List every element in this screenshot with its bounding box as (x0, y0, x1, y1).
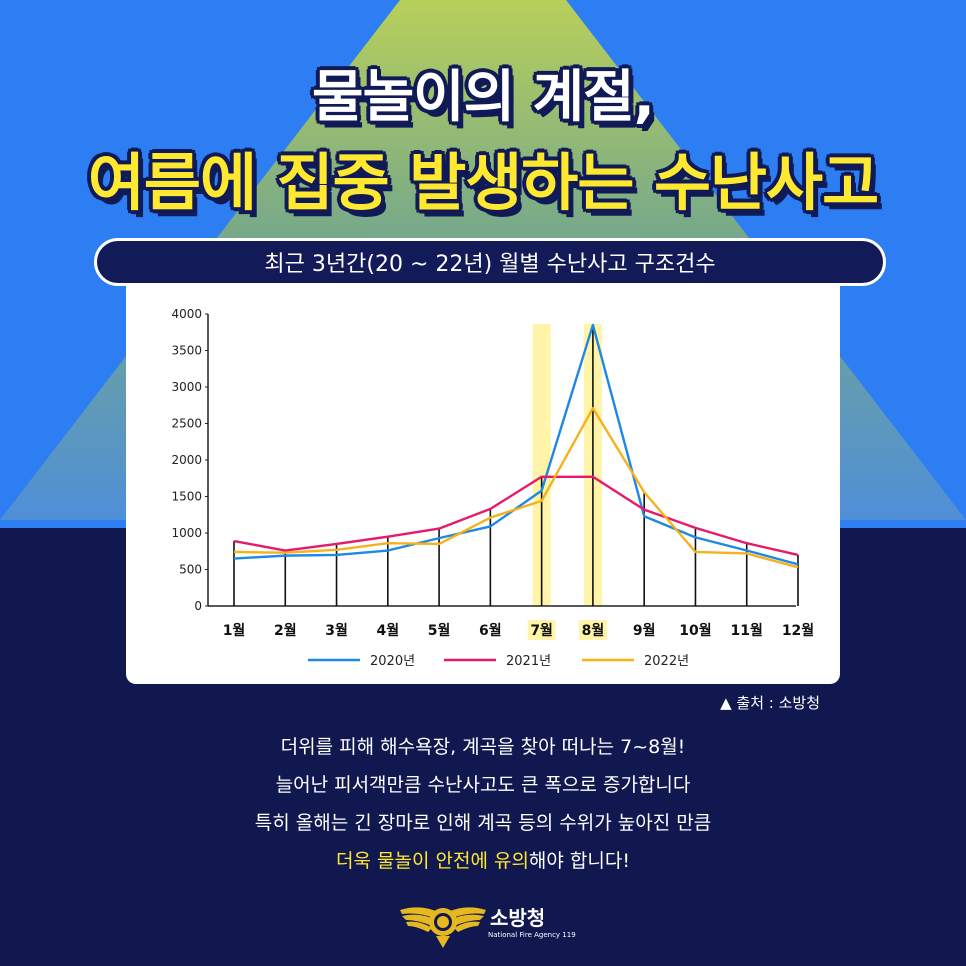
chart-card (126, 262, 840, 684)
x-tick-label: 6월 (479, 622, 502, 639)
x-label-highlight (527, 620, 556, 640)
body-line-4-highlight: 더욱 물놀이 안전에 유의 (336, 850, 529, 872)
series-line-1 (233, 323, 799, 566)
body-line-1: 더위를 피해 해수욕장, 계곡을 찾아 떠나는 7~8월! (280, 736, 686, 758)
y-tick-label: 1500 (171, 490, 202, 504)
x-tick-label: 2월 (274, 622, 297, 639)
y-tick-label: 1000 (171, 526, 202, 540)
y-tick-label: 4000 (171, 307, 202, 321)
x-tick-label: 12월 (782, 622, 814, 639)
y-tick-label: 2500 (171, 417, 202, 431)
legend-label-3: 2022년 (644, 654, 689, 669)
y-tick-label: 3000 (171, 380, 202, 394)
x-label-highlight (578, 620, 607, 640)
x-tick-label: 7월 (530, 622, 553, 639)
y-tick-label: 500 (179, 563, 202, 577)
fire-agency-emblem-icon (400, 907, 486, 948)
y-tick-label: 0 (194, 599, 202, 613)
body-text: 더위를 피해 해수욕장, 계곡을 찾아 떠나는 7~8월! 늘어난 피서객만큼 … (0, 728, 966, 880)
logo-name: 소방청 (490, 906, 546, 930)
x-tick-label: 9월 (633, 622, 656, 639)
legend-label-1: 2020년 (370, 654, 415, 669)
highlight-band-7 (532, 324, 551, 606)
series-line-2 (233, 475, 799, 557)
x-tick-label: 3월 (325, 622, 348, 639)
body-line-4-rest: 해야 합니다! (528, 850, 630, 872)
x-tick-label: 5월 (428, 622, 451, 639)
body-line-4: 더욱 물놀이 안전에 유의해야 합니다! (0, 842, 966, 880)
page-title-line1: 물놀이의 계절, (312, 65, 655, 130)
x-tick-label: 8월 (582, 622, 605, 639)
legend-label-2: 2021년 (506, 654, 551, 669)
body-line-2: 늘어난 피서객만큼 수난사고도 큰 폭으로 증가합니다 (275, 774, 691, 796)
chart-title: 최근 3년간(20 ~ 22년) 월별 수난사고 구조건수 (264, 252, 716, 277)
series-line-3 (233, 406, 799, 569)
x-tick-label: 10월 (679, 622, 711, 639)
logo-subtitle: National Fire Agency 119 (488, 931, 576, 939)
x-tick-label: 4월 (377, 622, 400, 639)
y-tick-label: 3500 (171, 344, 202, 358)
page-title-line2: 여름에 집중 발생하는 수난사고 (87, 146, 879, 219)
x-tick-label: 1월 (223, 622, 246, 639)
y-tick-label: 2000 (171, 453, 202, 467)
source-note: ▲ 출처 : 소방청 (720, 694, 820, 712)
chart-header-pill: 최근 3년간(20 ~ 22년) 월별 수난사고 구조건수 (94, 238, 886, 286)
x-tick-label: 11월 (731, 622, 763, 639)
body-line-3: 특히 올해는 긴 장마로 인해 계곡 등의 수위가 높아진 만큼 (254, 812, 712, 834)
line-chart: 0 500 1000 1500 2000 2500 3000 3500 4000 1월 2월 3월 4월… (171, 307, 814, 669)
